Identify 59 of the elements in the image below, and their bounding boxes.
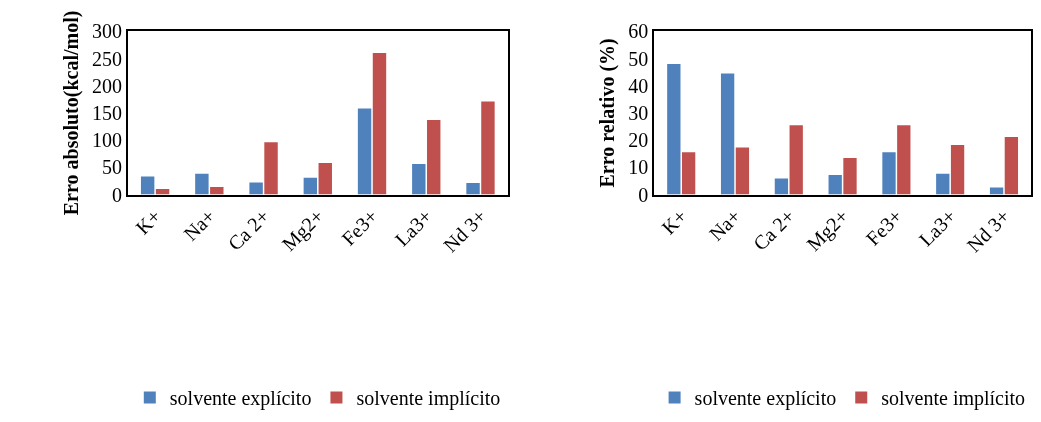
bar: [318, 162, 332, 195]
bar: [897, 125, 911, 195]
bar: [481, 101, 495, 195]
bar: [210, 186, 224, 195]
x-tick-label: Nd 3+: [438, 204, 491, 257]
y-tick-label: 0: [638, 183, 649, 206]
legend-label: solvente implícito: [881, 387, 1026, 411]
bar: [303, 177, 318, 195]
bar: [774, 178, 789, 195]
y-tick-label: 40: [628, 74, 649, 97]
bar: [681, 152, 696, 195]
bar: [140, 176, 155, 195]
y-tick-label: 100: [91, 129, 122, 152]
x-tick-label: K+: [657, 204, 692, 239]
bar: [720, 73, 735, 195]
bar: [195, 173, 209, 195]
x-tick-label: Ca 2+: [748, 204, 799, 255]
x-tick-label: Nd 3+: [962, 204, 1014, 257]
legend-label: solvente implícito: [356, 387, 501, 411]
x-tick-label: Na+: [704, 204, 745, 245]
y-tick-label: 0: [111, 183, 122, 206]
bar: [1004, 137, 1019, 195]
legend-label: solvente explícito: [694, 387, 837, 411]
bar: [264, 142, 278, 195]
y-tick-label: 60: [628, 20, 649, 43]
y-tick-label: 50: [101, 156, 122, 179]
bar: [882, 152, 896, 195]
y-axis-title: Erro relativo (%): [596, 38, 620, 188]
y-tick-label: 300: [91, 20, 122, 43]
y-tick-label: 150: [91, 101, 122, 124]
x-tick-label: La3+: [390, 204, 437, 251]
bar: [828, 174, 842, 195]
y-tick-label: 250: [91, 47, 122, 70]
bar: [667, 63, 681, 195]
legend-label: solvente explícito: [169, 387, 312, 411]
bar: [412, 164, 426, 195]
y-tick-label: 20: [628, 129, 649, 152]
bar: [989, 187, 1004, 195]
x-tick-label: Ca 2+: [223, 204, 274, 255]
bar: [950, 145, 965, 195]
bar: [936, 173, 950, 195]
x-tick-label: Na+: [179, 204, 220, 245]
bar: [843, 158, 857, 195]
y-tick-label: 30: [628, 101, 649, 124]
x-tick-label: La3+: [914, 204, 961, 251]
y-tick-label: 50: [628, 47, 649, 70]
y-tick-label: 10: [628, 156, 649, 179]
bar: [466, 183, 480, 195]
y-axis-title: Erro absoluto(kcal/mol): [59, 10, 83, 216]
bar: [249, 182, 263, 195]
bar: [735, 147, 750, 195]
y-tick-label: 200: [91, 74, 122, 97]
x-tick-label: Fe3+: [861, 204, 907, 250]
bar: [789, 125, 803, 195]
bar: [357, 108, 372, 195]
bar: [427, 119, 441, 195]
x-tick-label: Fe3+: [337, 204, 382, 250]
x-tick-label: K+: [131, 204, 166, 239]
bar: [372, 53, 387, 195]
